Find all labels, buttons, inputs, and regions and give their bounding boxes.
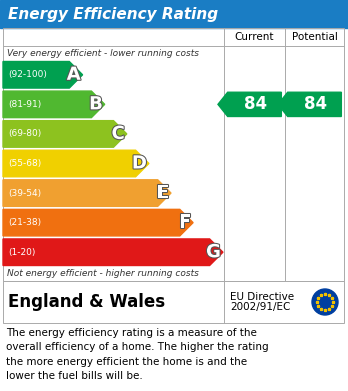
Text: (92-100): (92-100) [8,70,47,79]
Polygon shape [3,121,127,147]
Text: 84: 84 [304,95,327,113]
Polygon shape [3,150,149,177]
Polygon shape [218,92,281,117]
Polygon shape [3,239,223,265]
Text: D: D [132,154,147,172]
Polygon shape [278,92,341,117]
Text: 2002/91/EC: 2002/91/EC [230,302,290,312]
Text: Energy Efficiency Rating: Energy Efficiency Rating [8,7,218,22]
Polygon shape [3,180,171,206]
Text: (39-54): (39-54) [8,188,41,197]
Polygon shape [3,91,105,118]
Text: C: C [112,125,125,143]
Bar [3,281,344,323]
Text: The energy efficiency rating is a measure of the
overall efficiency of a home. T: The energy efficiency rating is a measur… [6,328,269,381]
Text: F: F [179,213,191,231]
Text: EU Directive: EU Directive [230,292,294,302]
Polygon shape [3,61,82,88]
Text: (55-68): (55-68) [8,159,41,168]
Text: (69-80): (69-80) [8,129,41,138]
Text: (81-91): (81-91) [8,100,41,109]
Text: Very energy efficient - lower running costs: Very energy efficient - lower running co… [7,48,199,57]
Text: 84: 84 [244,95,267,113]
Text: E: E [157,184,169,202]
Text: (1-20): (1-20) [8,248,35,257]
Text: Current: Current [235,32,274,42]
Text: B: B [89,95,103,113]
Text: Potential: Potential [292,32,338,42]
Text: (21-38): (21-38) [8,218,41,227]
Text: Not energy efficient - higher running costs: Not energy efficient - higher running co… [7,269,199,278]
Circle shape [312,289,338,315]
Polygon shape [3,209,193,236]
Text: A: A [67,66,81,84]
Text: G: G [206,243,221,261]
Bar [0,0,348,28]
Bar [3,28,344,281]
Text: England & Wales: England & Wales [8,293,165,311]
